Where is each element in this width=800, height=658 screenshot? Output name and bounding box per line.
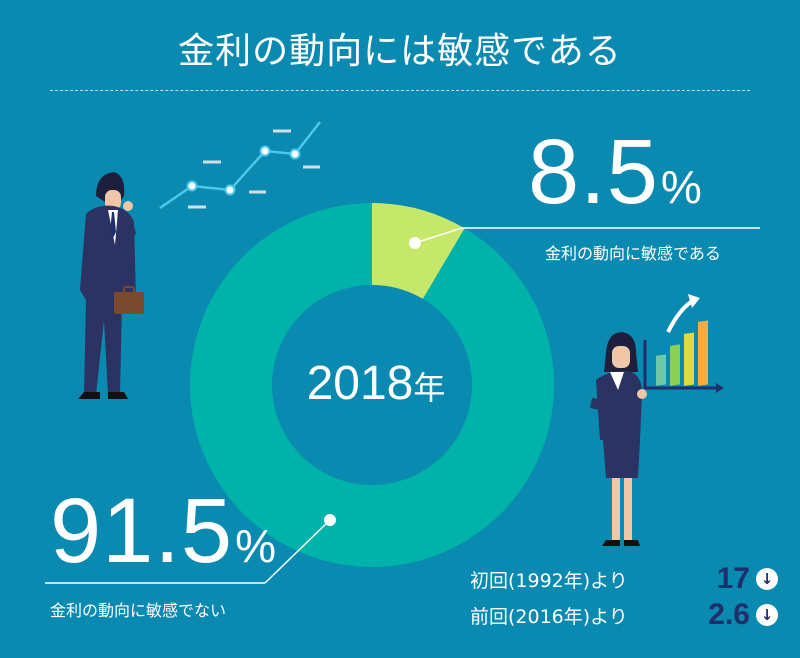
businesswoman-illustration xyxy=(590,332,647,546)
businessman-illustration xyxy=(78,172,144,399)
donut-slice-1 xyxy=(190,203,554,567)
comparison-row: 前回(2016年)より 2.6 ↓ xyxy=(470,598,778,632)
arrow-down-icon: ↓ xyxy=(756,568,778,590)
growth-bar-chart-icon xyxy=(643,294,724,393)
leader-major xyxy=(45,514,336,584)
major-percent-unit: % xyxy=(235,520,276,572)
comparison-row: 初回(1992年)より 17 ↓ xyxy=(470,562,778,596)
donut-ring xyxy=(190,203,554,567)
leader-minor xyxy=(409,227,760,249)
comparison-label: 前回(2016年)より xyxy=(470,605,628,628)
center-year: 2018 xyxy=(306,357,414,410)
major-slice-caption: 金利の動向に敏感でない xyxy=(50,601,227,620)
comparison-value: 2.6 xyxy=(708,598,750,631)
minor-slice-caption: 金利の動向に敏感である xyxy=(545,244,721,263)
minor-percent-value: 8.5 xyxy=(528,121,659,223)
comparison-label: 初回(1992年)より xyxy=(470,569,628,592)
comparison-value: 17 xyxy=(716,562,750,595)
donut-slice-0 xyxy=(372,203,465,299)
major-percent-value: 91.5 xyxy=(50,480,234,582)
major-percent-label: 91.5% xyxy=(50,485,276,577)
title-divider xyxy=(50,90,750,91)
arrow-down-icon: ↓ xyxy=(756,604,778,626)
center-label: 2018年 xyxy=(296,356,456,411)
page-title: 金利の動向には敏感である xyxy=(178,31,622,72)
center-year-unit: 年 xyxy=(413,370,446,406)
trend-line-illustration xyxy=(159,121,321,210)
minor-percent-label: 8.5% xyxy=(528,126,702,218)
minor-percent-unit: % xyxy=(660,161,702,213)
